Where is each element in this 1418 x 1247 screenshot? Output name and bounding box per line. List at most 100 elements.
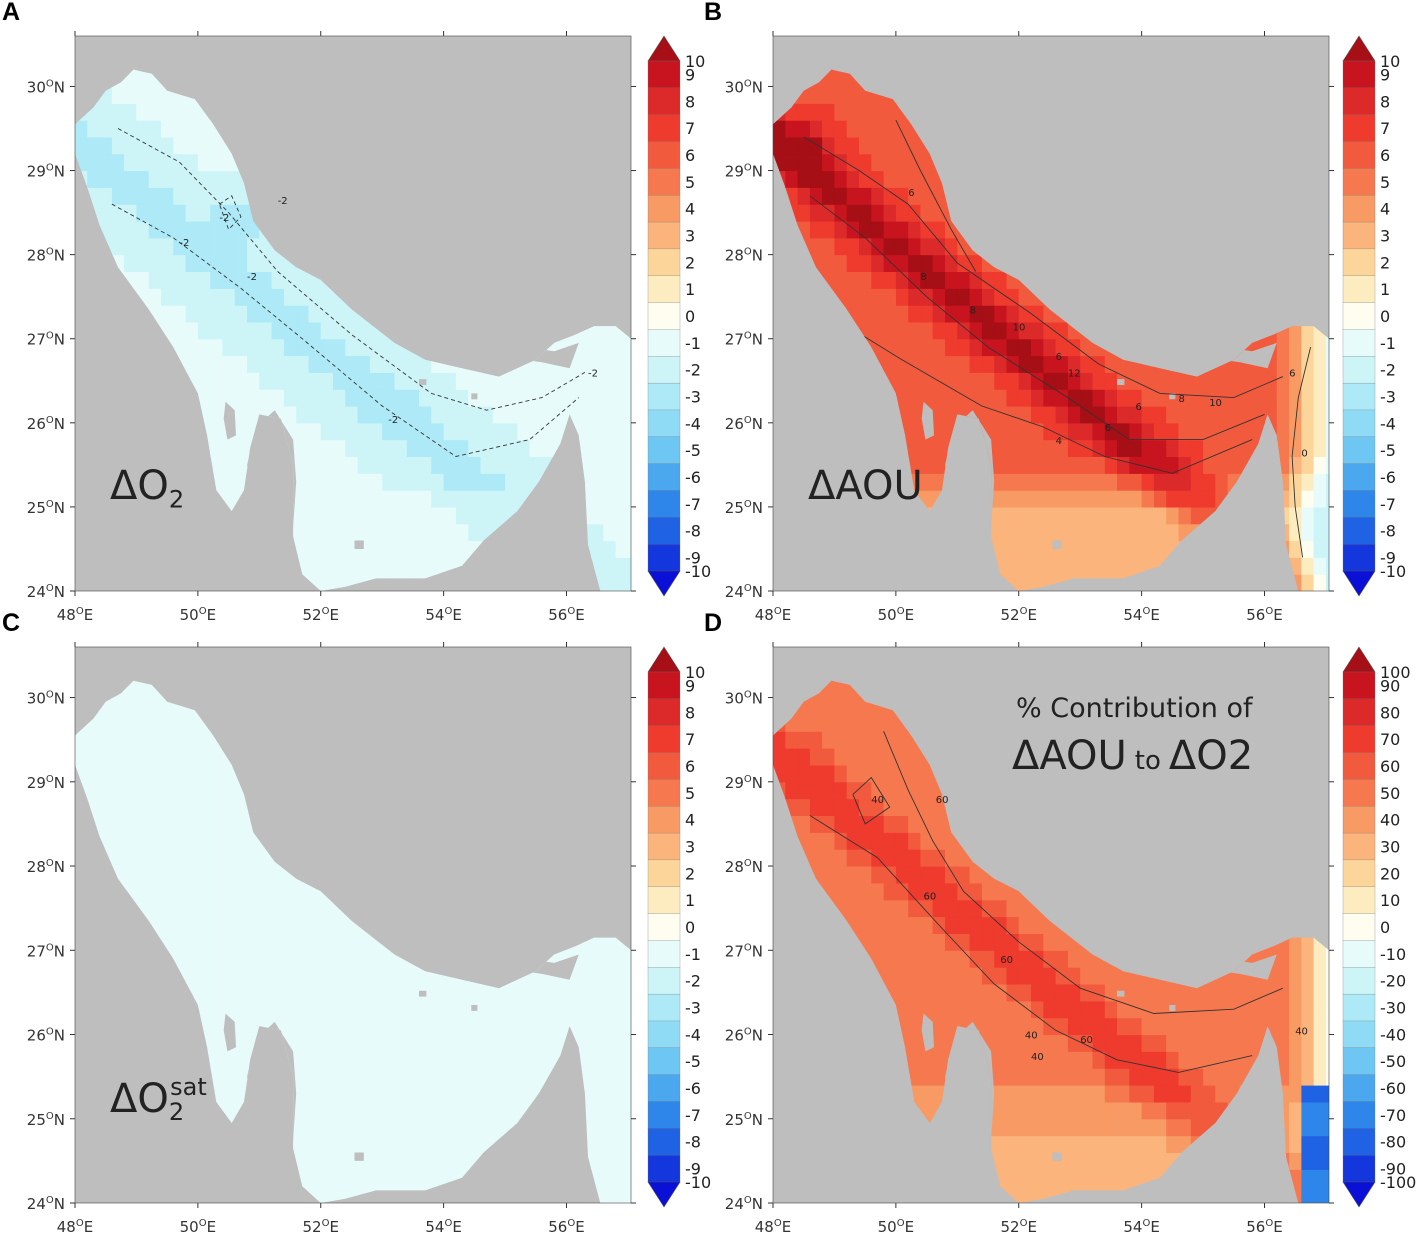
lon-tick-label: 50OE [878, 1218, 914, 1236]
panel-letter: C [2, 609, 21, 637]
lon-tick-label: 48OE [57, 606, 93, 624]
lat-tick-label: 27ON [725, 942, 763, 960]
colorbar-tick-label: 6 [685, 146, 695, 165]
label-main: ΔO [110, 463, 169, 509]
colorbar-tick-label: 0 [685, 918, 695, 937]
colorbar-tick-label: 3 [1380, 227, 1390, 246]
lat-tick-label: 26ON [725, 415, 763, 433]
colorbar-tick-label: 1 [685, 891, 695, 910]
lon-tick-label: 50OE [878, 606, 914, 624]
lon-tick-label: 54OE [1123, 606, 1159, 624]
colorbar-tick-label: 8 [685, 92, 695, 111]
colorbar-tick-label: -9 [685, 549, 701, 568]
colorbar-tick-label: 2 [685, 253, 695, 272]
colorbar-tick-label: 40 [1380, 811, 1400, 830]
map-panel-a: A -2 -2 -2 -2 -2 -2 24ON 25ON 26ON 27ON 28ON 29ON 30O… [0, 0, 711, 624]
contour-label: -2 [278, 196, 288, 207]
map-panel-c: C 24ON 25ON 26ON 27ON 28ON 29ON 30ON 48OE 50OE 52O… [0, 609, 711, 1236]
map-frame [74, 646, 632, 1204]
lat-tick-label: 26ON [27, 1027, 65, 1045]
colorbar-tick-label: -3 [685, 999, 701, 1018]
colorbar-tick-label: 4 [685, 811, 695, 830]
lon-tick-label: 48OE [755, 606, 791, 624]
colorbar-tick-label: -6 [685, 468, 701, 487]
lat-tick-label: 26ON [27, 415, 65, 433]
colorbar-tick-label: 8 [1380, 92, 1390, 111]
colorbar-tick-label: 80 [1380, 703, 1400, 722]
contour-line [895, 119, 977, 272]
lon-tick-label: 52OE [1001, 606, 1037, 624]
colorbar-tick-label: -40 [1380, 1025, 1406, 1044]
colorbar-tick-label: -9 [685, 1160, 701, 1179]
colorbar-tick-label: 100 [1380, 663, 1411, 682]
colorbar-tick-label: -10 [1380, 562, 1406, 581]
map-frame [772, 35, 1330, 592]
colorbar-tick-label: 7 [1380, 119, 1390, 138]
contour-line [883, 731, 1284, 1014]
colorbar-tick-label: -80 [1380, 1133, 1406, 1152]
colorbar-tick-label: -100 [1380, 1173, 1416, 1192]
lat-tick-label: 25ON [725, 499, 763, 517]
contour-lines: 60 40 60 60 40 60 40 40 [809, 731, 1308, 1073]
contour-label: 4 [1056, 436, 1062, 447]
contour-line [809, 195, 1265, 441]
contour-label: 8 [970, 306, 976, 317]
lat-tick-label: 25ON [27, 499, 65, 517]
colorbar-tick-label: 7 [685, 119, 695, 138]
map-panel-d: D 60 40 60 60 40 60 40 40 24ON 25ON 26ON 27ON 28ON 29O… [698, 609, 1416, 1236]
contour-line [852, 776, 891, 825]
contour-label: 60 [936, 795, 949, 806]
contour-line [809, 815, 1253, 1073]
colorbar-tick-label: 10 [1380, 891, 1400, 910]
contour-line [803, 136, 1284, 399]
title-do2: ΔO2 [1168, 733, 1254, 779]
contour-label: 6 [1056, 352, 1062, 363]
contour-label: 6 [908, 188, 914, 199]
colorbar-tick-label: -7 [685, 1106, 701, 1125]
panel-title-line1: % Contribution of [1016, 693, 1253, 724]
lon-tick-label: 54OE [1123, 1218, 1159, 1236]
colorbar-tick-label: 2 [1380, 253, 1390, 272]
colorbar: 1009080706050403020100-10-20-30-40-50-60… [1342, 646, 1416, 1208]
panel-variable-label: ΔAOU [808, 463, 923, 509]
contour-label: 60 [1000, 955, 1013, 966]
lon-tick-label: 56OE [1246, 1218, 1282, 1236]
colorbar-tick-label: 7 [685, 730, 695, 749]
colorbar-tick-label: 6 [685, 757, 695, 776]
title-to: to [1134, 746, 1161, 776]
colorbar-tick-label: -3 [685, 388, 701, 407]
contour-line [117, 128, 586, 411]
lon-tick-label: 54OE [425, 1218, 461, 1236]
colorbar-tick-label: 20 [1380, 864, 1400, 883]
contour-label: 6 [1136, 402, 1142, 413]
contour-label: 40 [1031, 1052, 1044, 1063]
colorbar-tick-label: 4 [685, 200, 695, 219]
label-main: ΔAOU [808, 463, 923, 509]
colorbar-tick-label: 0 [1380, 918, 1390, 937]
contour-label: 40 [1295, 1027, 1308, 1038]
colorbar-tick-label: -7 [685, 495, 701, 514]
lon-tick-label: 48OE [755, 1218, 791, 1236]
lat-tick-label: 28ON [725, 858, 763, 876]
colorbar-tick-label: 1 [685, 280, 695, 299]
panel-letter: D [704, 609, 723, 637]
lat-tick-label: 29ON [725, 774, 763, 792]
contour-label: 40 [1025, 1031, 1038, 1042]
contour-label: 60 [924, 892, 937, 903]
colorbar-tick-label: 5 [685, 784, 695, 803]
lon-tick-label: 52OE [303, 1218, 339, 1236]
lon-tick-label: 52OE [303, 606, 339, 624]
lon-tick-label: 56OE [548, 606, 584, 624]
colorbar-tick-label: 8 [685, 703, 695, 722]
colorbar-tick-label: 70 [1380, 730, 1400, 749]
contour-lines: 6 8 10 6 8 12 6 6 8 10 4 6 0 [803, 119, 1312, 558]
label-subscript: 2 [168, 1098, 185, 1127]
colorbar-tick-label: 1 [1380, 280, 1390, 299]
map-frame [772, 646, 1330, 1204]
lat-tick-label: 25ON [27, 1111, 65, 1129]
lat-tick-label: 27ON [725, 331, 763, 349]
contour-label: 12 [1068, 369, 1081, 380]
